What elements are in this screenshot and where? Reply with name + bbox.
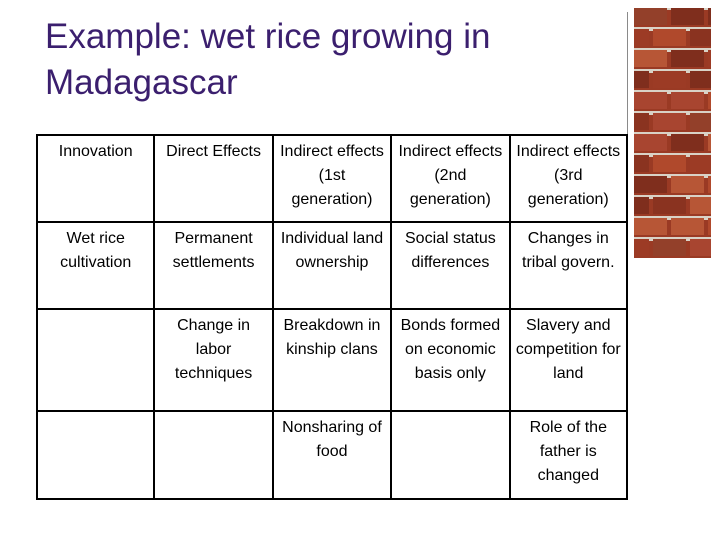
brick	[671, 218, 704, 235]
brick	[690, 155, 711, 172]
table-cell: Nonsharing of food	[271, 410, 393, 500]
table-cell	[35, 308, 156, 412]
table-cell: Individual land ownership	[271, 221, 393, 310]
brick	[653, 71, 686, 88]
brick	[634, 29, 649, 46]
brick	[634, 197, 649, 214]
brick	[653, 113, 686, 130]
table-cell: Social status differences	[390, 221, 511, 310]
brick	[671, 176, 704, 193]
brick	[690, 71, 711, 88]
table-cell: Change in labor techniques	[153, 308, 274, 412]
table-cell: Role of the father is changed	[508, 410, 629, 500]
brick	[708, 218, 711, 235]
table-row: Nonsharing of food Role of the father is…	[35, 410, 629, 500]
brick	[708, 92, 711, 109]
title-line-2: Madagascar	[45, 63, 238, 102]
brick	[671, 50, 704, 67]
brick	[634, 71, 649, 88]
table-cell: Slavery and competition for land	[508, 308, 629, 412]
brick	[634, 8, 667, 25]
brick	[690, 29, 711, 46]
brick	[690, 113, 711, 130]
brick	[634, 155, 649, 172]
header-cell: Direct Effects	[153, 134, 274, 223]
brick	[634, 218, 667, 235]
brick-wall-image	[634, 8, 711, 258]
brick	[653, 155, 686, 172]
table-cell	[153, 410, 274, 500]
brick	[634, 134, 667, 151]
brick	[634, 92, 667, 109]
header-cell: Innovation	[35, 134, 156, 223]
brick	[653, 29, 686, 46]
table-cell: Bonds formed on economic basis only	[390, 308, 511, 412]
table-row: Wet rice cultivation Permanent settlemen…	[35, 221, 629, 310]
effects-table: Innovation Direct Effects Indirect effec…	[35, 134, 629, 500]
brick	[653, 197, 686, 214]
table-cell: Breakdown in kinship clans	[271, 308, 393, 412]
brick	[671, 92, 704, 109]
brick	[708, 176, 711, 193]
brick	[708, 134, 711, 151]
brick	[634, 50, 667, 67]
slide-title: Example: wet rice growing in Madagascar	[45, 14, 615, 106]
table-cell: Permanent settlements	[153, 221, 274, 310]
table-cell: Changes in tribal govern.	[508, 221, 629, 310]
header-cell: Indirect effects (2nd generation)	[390, 134, 511, 223]
title-line-1: Example: wet rice growing in	[45, 17, 491, 56]
table-cell	[390, 410, 511, 500]
brick	[634, 239, 649, 256]
table-header-row: Innovation Direct Effects Indirect effec…	[35, 134, 629, 223]
divider-line	[627, 12, 628, 252]
brick	[708, 8, 711, 25]
brick	[690, 197, 711, 214]
brick	[708, 50, 711, 67]
table-cell	[35, 410, 156, 500]
table-cell: Wet rice cultivation	[35, 221, 156, 310]
brick	[653, 239, 686, 256]
header-cell: Indirect effects (3rd generation)	[508, 134, 629, 223]
brick	[671, 8, 704, 25]
brick	[634, 113, 649, 130]
brick	[634, 176, 667, 193]
table-row: Change in labor techniques Breakdown in …	[35, 308, 629, 412]
brick	[690, 239, 711, 256]
header-cell: Indirect effects (1st generation)	[271, 134, 393, 223]
brick	[671, 134, 704, 151]
